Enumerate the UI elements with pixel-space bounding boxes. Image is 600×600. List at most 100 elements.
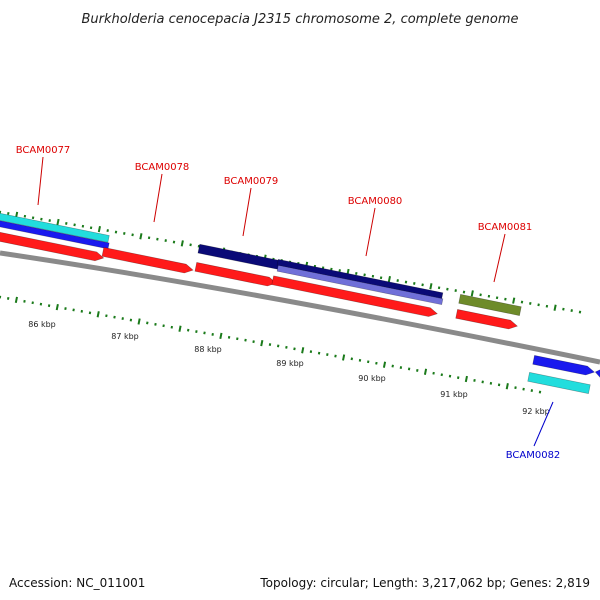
gene-label-leader (153, 173, 163, 223)
cds-bcam0080-lavender-band[interactable] (276, 264, 444, 306)
inner-tick (342, 354, 346, 361)
outer-tick (429, 283, 433, 290)
gene-labels: BCAM0077 BCAM0078 BCAM0079 BCAM0080 BCAM… (16, 145, 561, 461)
inner-tick (301, 347, 305, 354)
inner-tick (88, 311, 92, 315)
inner-tick (260, 339, 264, 347)
outer-tick (106, 229, 109, 232)
inner-tick (399, 366, 403, 369)
outer-tick (495, 296, 499, 300)
accession-text: Accession: NC_011001 (9, 576, 146, 590)
inner-tick (154, 322, 157, 326)
gene-label-bcam0082[interactable]: BCAM0082 (506, 450, 561, 461)
inner-tick (80, 309, 84, 313)
tick-label-92kbp: 92 kbp (522, 407, 550, 416)
outer-tick (180, 240, 184, 247)
outer-tick (73, 223, 76, 227)
cds-bcam0081-olive-band[interactable] (458, 294, 522, 316)
inner-tick (211, 333, 214, 336)
inner-tick (186, 328, 190, 332)
inner-tick (489, 381, 493, 385)
inner-tick (423, 368, 428, 375)
inner-tick (227, 335, 231, 339)
gene-label-bcam0080[interactable]: BCAM0080 (348, 196, 403, 207)
inner-tick (538, 390, 542, 394)
outer-tick (479, 293, 482, 297)
outer-tick (338, 269, 341, 272)
outer-tick (553, 304, 557, 311)
inner-tick (391, 364, 394, 368)
outer-tick (454, 289, 457, 292)
outer-tick (97, 225, 101, 233)
cds-bcam0082-cyan-band[interactable] (527, 372, 591, 394)
outer-tick (89, 226, 93, 230)
cds-bcam0077-arrow[interactable] (0, 227, 105, 263)
outer-tick (40, 217, 43, 221)
gene-label-leader (365, 207, 376, 257)
outer-tick (470, 290, 474, 297)
feature-tracks (0, 207, 600, 394)
inner-tick (456, 376, 460, 380)
gene-label-leader (493, 233, 506, 283)
outer-tick (123, 232, 126, 235)
outer-tick (48, 219, 51, 222)
outer-tick (355, 272, 358, 275)
inner-tick (6, 297, 10, 300)
inner-tick (219, 332, 223, 340)
outer-tick (529, 302, 532, 305)
inner-tick (309, 350, 313, 354)
inner-tick (382, 361, 387, 368)
outer-tick (156, 237, 159, 241)
outer-tick (562, 307, 565, 311)
inner-tick (358, 358, 362, 362)
gene-label-bcam0078[interactable]: BCAM0078 (135, 162, 190, 173)
inner-tick (326, 353, 329, 356)
outer-tick (578, 310, 582, 314)
outer-tick (56, 218, 60, 226)
inner-tick (497, 383, 501, 387)
gene-label-leader (533, 401, 554, 447)
cds-bcam0077-cyan-band[interactable] (0, 207, 110, 243)
cds-bcam0081-arrow[interactable] (455, 309, 519, 330)
outer-tick (487, 294, 491, 298)
inner-tick (129, 318, 133, 322)
gene-label-bcam0081[interactable]: BCAM0081 (478, 222, 533, 233)
inner-tick (514, 386, 517, 390)
cds-bcam0080-arrow[interactable] (271, 275, 438, 318)
outer-tick (31, 216, 35, 220)
inner-tick (31, 301, 34, 305)
inner-tick (113, 315, 116, 319)
inner-tick (350, 357, 354, 361)
tick-label-90kbp: 90 kbp (358, 374, 386, 383)
gene-label-bcam0079[interactable]: BCAM0079 (224, 176, 279, 187)
outer-tick (545, 304, 549, 308)
inner-tick (317, 351, 321, 355)
tick-label-89kbp: 89 kbp (276, 359, 304, 368)
outer-tick (379, 276, 383, 280)
outer-tick (114, 230, 118, 234)
inner-tick (375, 361, 378, 365)
inner-tick (162, 324, 165, 328)
outer-tick (139, 233, 143, 240)
inner-tick (105, 314, 108, 318)
inner-tick (72, 308, 75, 312)
inner-tick (448, 374, 452, 378)
cds-bcam0078-arrow[interactable] (101, 247, 194, 274)
inner-tick (0, 295, 2, 299)
outer-tick (330, 267, 333, 271)
inner-tick (14, 296, 18, 304)
inner-tick (505, 383, 509, 390)
outer-tick (421, 283, 424, 287)
cds-bcam0080-navy-band[interactable] (276, 258, 444, 300)
outer-tick (172, 240, 176, 244)
cds-bcam0083-blue-arrow[interactable] (594, 368, 600, 383)
cds-bcam0082-blue-arrow[interactable] (532, 355, 596, 376)
inner-tick (530, 389, 534, 392)
outer-tick (363, 273, 366, 277)
gene-label-bcam0077[interactable]: BCAM0077 (16, 145, 71, 156)
inner-tick (39, 302, 43, 306)
inner-tick (178, 325, 182, 332)
inner-tick (268, 343, 272, 346)
outer-tick (131, 233, 134, 237)
outer-tick (164, 239, 167, 242)
